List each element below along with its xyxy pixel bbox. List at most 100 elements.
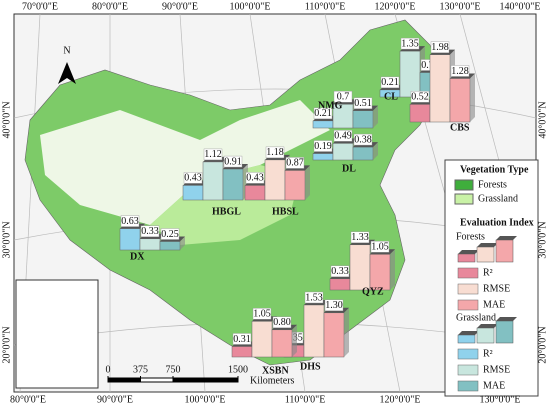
site-bar <box>119 228 141 251</box>
latitude-label: 40°0'0"N <box>537 101 548 138</box>
scale-bar-segment <box>108 378 141 382</box>
legend-mini-bar <box>476 327 495 344</box>
longitude-label: 80°0'0"E <box>92 1 128 12</box>
value-label-box <box>285 157 305 169</box>
value-label: 0.7 <box>337 91 350 102</box>
value-label-box <box>313 140 333 152</box>
site-name: HBGL <box>212 206 241 217</box>
legend-label: R² <box>483 267 493 278</box>
value-label: 0.87 <box>286 158 304 169</box>
value-label-box <box>380 76 400 89</box>
inset-map <box>15 279 99 389</box>
longitude-label: 100°0'0"E <box>185 394 226 405</box>
site-bar <box>202 161 224 201</box>
site-bar-side <box>373 105 378 128</box>
legend-swatch <box>457 299 479 311</box>
value-label: 0.21 <box>381 77 399 88</box>
site-bar <box>329 278 351 291</box>
legend-mini-bar-top <box>477 243 498 247</box>
legend-swatch <box>454 179 474 191</box>
value-label: 0.43 <box>184 173 202 184</box>
value-label-box <box>245 172 265 184</box>
north-label: N <box>63 45 70 56</box>
value-label-box <box>333 130 353 142</box>
site-name: HBSL <box>272 206 299 217</box>
value-label-box <box>353 97 373 109</box>
value-label: 0.31 <box>233 334 251 345</box>
value-label-box <box>410 91 430 103</box>
legend-label: MAE <box>483 299 505 310</box>
legend-label: MAE <box>483 380 505 391</box>
value-label-box <box>370 241 390 253</box>
latitude-label: 30°0'0"N <box>537 221 548 258</box>
value-label: 1.28 <box>451 66 469 77</box>
site-bar <box>284 170 306 201</box>
value-label-box <box>223 155 243 168</box>
value-label: 0.63 <box>121 216 139 227</box>
legend-swatch <box>457 364 479 376</box>
scale-tick-label: 375 <box>133 364 148 375</box>
value-label: 1.53 <box>305 292 323 303</box>
value-label-box <box>400 37 420 50</box>
legend-swatch <box>457 283 479 295</box>
value-label: 1.05 <box>253 309 271 320</box>
north-arrow: N <box>58 45 76 84</box>
legend-label: R² <box>483 348 493 359</box>
site-bar-side <box>344 307 349 357</box>
site-name: NMG <box>318 100 343 111</box>
legend-mini-bar-top <box>458 331 479 335</box>
longitude-label: 90°0'0"E <box>162 1 198 12</box>
value-label-box <box>313 107 333 120</box>
legend-mini-bar-top <box>477 324 498 328</box>
scale-tick-label: 1500 <box>228 364 248 375</box>
value-label: 0.25 <box>161 229 179 240</box>
legend-title: Evaluation Index <box>460 217 534 228</box>
legend-swatch <box>457 380 479 392</box>
site-bar <box>182 185 204 201</box>
value-label: 0.52 <box>411 92 429 103</box>
legend-swatch <box>457 267 479 279</box>
value-label: 1.30 <box>325 300 343 311</box>
value-label: 0.49 <box>334 131 352 142</box>
legend-mini-bar <box>476 246 495 263</box>
value-label-box <box>353 133 373 146</box>
site-bar <box>352 146 374 161</box>
longitude-label: 130°0'0"E <box>440 1 481 12</box>
scale-tick-label: 750 <box>166 364 181 375</box>
scale-tick-label: 0 <box>106 364 111 375</box>
site-bar-side <box>390 249 395 290</box>
site-bar <box>251 321 273 358</box>
longitude-label: 110°0'0"E <box>285 394 326 405</box>
scale-unit: Kilometers <box>250 375 295 386</box>
value-label: 1.98 <box>431 42 449 53</box>
value-label: 0.91 <box>224 156 242 167</box>
value-label-box <box>183 172 203 184</box>
site-bar <box>399 50 421 98</box>
site-name: DHS <box>300 361 321 372</box>
site-bar <box>222 168 244 201</box>
value-label-box <box>324 299 344 311</box>
value-label: 0.33 <box>331 266 349 277</box>
site-name: CBS <box>450 122 470 133</box>
legend-swatch <box>457 348 479 360</box>
longitude-label: 70°0'0"E <box>22 1 58 12</box>
value-label-box <box>232 333 252 345</box>
legend-swatch <box>454 193 474 205</box>
latitude-label: 20°0'0"N <box>537 326 548 363</box>
site-bar <box>264 159 286 201</box>
site-bar <box>231 346 253 358</box>
value-label-box <box>333 90 353 103</box>
legend-title: Vegetation Type <box>460 164 529 175</box>
value-label-box <box>265 146 285 159</box>
value-label: 0.51 <box>354 98 372 109</box>
value-label-box <box>304 291 324 304</box>
site-bar <box>429 54 451 123</box>
value-label: 0.80 <box>273 317 291 328</box>
site-bar <box>312 120 334 129</box>
longitude-label: 120°0'0"E <box>380 394 421 405</box>
value-label-box <box>450 65 470 77</box>
site-bar <box>312 153 334 161</box>
sparse-vegetation <box>40 100 330 225</box>
site-name: QYZ <box>362 286 384 297</box>
